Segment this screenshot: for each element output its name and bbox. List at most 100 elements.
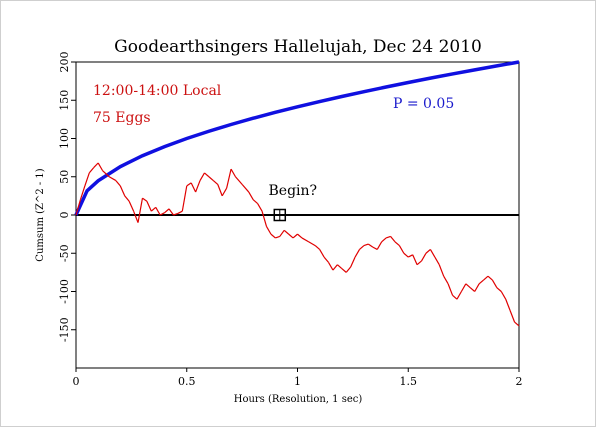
cumsum-segment: [195, 180, 201, 193]
cumsum-segment: [226, 168, 232, 189]
cumsum-segment: [155, 207, 161, 216]
cumsum-segment: [354, 249, 361, 258]
cumsum-segment: [487, 275, 493, 281]
cumsum-segment: [204, 172, 210, 178]
cumsum-segment: [159, 212, 165, 216]
cumsum-segment: [265, 226, 272, 235]
cumsum-segment: [416, 260, 422, 266]
cumsum-segment: [390, 236, 396, 243]
cumsum-segment: [478, 279, 484, 285]
cumsum-segment: [115, 180, 121, 187]
cumsum-segment: [447, 283, 454, 296]
y-tick-label: 50: [58, 170, 71, 184]
cumsum-segment: [292, 233, 298, 239]
cumsum-segment: [308, 241, 316, 247]
cumsum-segment: [119, 185, 126, 197]
cumsum-segment: [221, 187, 228, 197]
x-tick-label: 2: [516, 375, 523, 388]
cumsum-segment: [279, 229, 285, 237]
cumsum-segment: [133, 210, 139, 223]
y-tick-label: 0: [58, 212, 71, 219]
cumsum-segment: [514, 321, 520, 327]
cumsum-segment: [341, 268, 347, 273]
cumsum-segment: [168, 208, 174, 216]
cumsum-segment: [261, 211, 268, 227]
cumsum-segment: [75, 199, 82, 216]
cumsum-segment: [217, 184, 223, 197]
cumsum-segment: [314, 245, 321, 250]
x-tick-label: 1: [294, 375, 301, 388]
cumsum-segment: [257, 203, 263, 212]
cumsum-segment: [398, 245, 405, 254]
cumsum-segment: [407, 254, 413, 258]
cumsum-segment: [350, 256, 356, 268]
cumsum-segment: [425, 248, 431, 254]
cumsum-segment: [438, 264, 445, 277]
cumsum-segment: [381, 237, 387, 243]
cumsum-segment: [368, 243, 374, 248]
cumsum-segment: [252, 199, 259, 204]
cumsum-segment: [301, 237, 309, 243]
cumsum-segment: [93, 162, 99, 168]
cumsum-segment: [376, 241, 383, 250]
cumsum-segment: [186, 182, 192, 187]
cumsum-segment: [319, 249, 325, 258]
chart-title: Goodearthsingers Hallelujah, Dec 24 2010: [114, 37, 482, 57]
cumsum-segment: [500, 291, 507, 300]
y-tick-label: 200: [58, 52, 71, 73]
cumsum-segment: [359, 245, 365, 250]
cumsum-segment: [102, 170, 110, 178]
cumsum-segment: [469, 287, 476, 292]
cumsum-segment: [429, 249, 436, 258]
cumsum-segment: [505, 298, 511, 311]
p-value-annotation: P = 0.05: [393, 96, 454, 112]
cumsum-segment: [460, 283, 467, 292]
cumsum-segment: [199, 172, 205, 181]
x-axis-label: Hours (Resolution, 1 sec): [234, 394, 363, 405]
cumsum-segment: [173, 212, 179, 216]
cumsum-segment: [142, 197, 148, 202]
cumsum-segment: [84, 172, 90, 187]
envelope-curve: [74, 60, 520, 216]
cumsum-segment: [146, 200, 152, 212]
x-tick-label: 0.5: [178, 375, 196, 388]
cumsum-segment: [88, 167, 95, 174]
cumsum-segment: [124, 195, 130, 202]
cumsum-segment: [190, 182, 197, 193]
cumsum-segment: [496, 287, 502, 292]
cumsum-segment: [323, 256, 329, 263]
cumsum-segment: [208, 176, 214, 182]
cumsum-segment: [297, 233, 303, 239]
cumsum-segment: [465, 283, 471, 289]
begin-annotation: Begin?: [269, 183, 318, 199]
x-tick-label: 0: [73, 375, 80, 388]
cumsum-segment: [97, 162, 104, 171]
cumsum-segment: [394, 241, 400, 247]
cumsum-segment: [275, 235, 280, 239]
cumsum-segment: [288, 233, 294, 239]
cumsum-segment: [421, 252, 427, 262]
cumsum-segment: [212, 180, 219, 185]
cumsum-segment: [248, 191, 254, 201]
cumsum-segment: [235, 176, 243, 185]
cumsum-segment: [509, 310, 516, 323]
cumsum-segment: [434, 256, 440, 266]
cumsum-segment: [177, 210, 183, 215]
cumsum-segment: [403, 252, 409, 258]
time-range-annotation: 12:00-14:00 Local: [93, 83, 222, 99]
cumsum-segment: [456, 291, 462, 300]
cumsum-segment: [385, 235, 391, 239]
cumsum-segment: [108, 176, 117, 182]
egg-count-annotation: 75 Eggs: [93, 110, 151, 126]
cumsum-trace: [75, 162, 520, 327]
cumsum-segment: [181, 185, 188, 212]
cumsum-segment: [79, 185, 86, 200]
cumsum-segment: [128, 200, 135, 212]
cumsum-segment: [164, 208, 170, 214]
y-tick-label: -50: [58, 244, 71, 262]
cumsum-segment: [137, 198, 144, 223]
cumsum-segment: [327, 262, 334, 271]
y-tick-label: -100: [58, 279, 71, 304]
y-tick-label: -150: [58, 317, 71, 342]
